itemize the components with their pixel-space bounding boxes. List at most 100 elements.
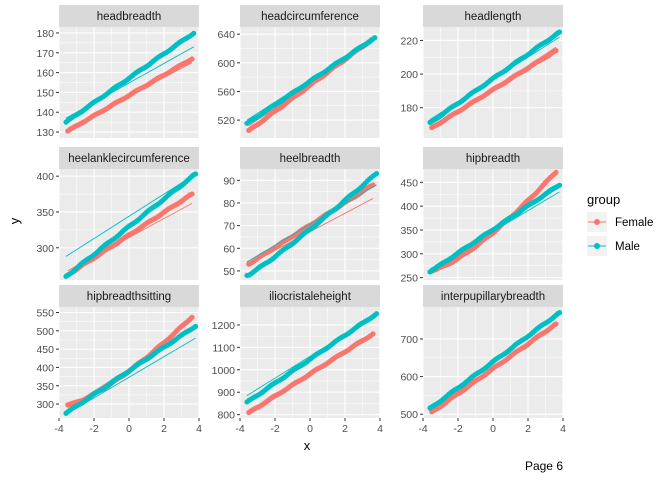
x-axis-title: x	[304, 438, 311, 453]
series-male	[63, 323, 199, 416]
series-male	[63, 171, 199, 279]
y-tick-label: 350	[400, 225, 418, 237]
y-tick-label: 400	[36, 362, 54, 374]
data-point	[373, 311, 380, 317]
y-tick-label: 140	[36, 107, 54, 119]
series-male	[244, 35, 378, 126]
y-axis-title: y	[7, 217, 22, 224]
y-tick-label: 220	[400, 35, 418, 47]
x-tick-label: 2	[161, 423, 167, 435]
panel-iliocristaleheight: iliocristaleheight 800 900 1000 1100 1200 -4 -2…	[212, 285, 383, 435]
panel-heelanklecircumference: heelanklecircumference 300 350 400	[36, 147, 200, 280]
y-tick-label: 250	[400, 273, 418, 285]
legend-label-male: Male	[615, 241, 640, 253]
x-tick-label: 4	[196, 423, 202, 435]
y-tick-label: 70	[223, 221, 235, 233]
x-tick-label: 4	[377, 423, 383, 435]
panel-title: headcircumference	[261, 11, 359, 23]
y-tick-label: 450	[400, 177, 418, 189]
panel-strip	[59, 285, 199, 307]
y-tick-label: 500	[36, 326, 54, 338]
x-tick-label: 0	[307, 423, 313, 435]
panel-title: heelbreadth	[280, 153, 341, 165]
y-tick-label: 300	[36, 243, 54, 255]
x-tick-label: -4	[235, 423, 244, 435]
panel-title: headlength	[465, 11, 522, 23]
series-female	[429, 46, 559, 131]
legend-label-female: Female	[615, 217, 653, 229]
data-point	[189, 314, 195, 320]
legend-item-female: Female	[587, 212, 653, 232]
y-tick-label: 180	[400, 103, 418, 115]
y-tick-label: 180	[36, 28, 54, 40]
data-point	[556, 310, 563, 316]
series-male	[427, 182, 563, 275]
data-point	[553, 47, 559, 54]
panel-strip	[423, 285, 563, 307]
panel-heelbreadth: heelbreadth 50 60 70 80 90	[223, 147, 381, 280]
x-tick-label: -2	[453, 423, 462, 435]
y-tick-label: 160	[36, 68, 54, 80]
y-tick-label: 300	[36, 399, 54, 411]
panel-strip	[240, 285, 380, 307]
legend-key-male-point	[594, 243, 600, 249]
y-tick-label: 50	[223, 266, 235, 278]
y-tick-label: 200	[400, 69, 418, 81]
series-male	[63, 30, 197, 125]
x-tick-label: 2	[342, 423, 348, 435]
data-point	[189, 191, 195, 197]
data-point	[192, 171, 199, 177]
y-tick-label: 300	[400, 249, 418, 261]
y-tick-label: 60	[223, 243, 235, 255]
panel-hipbreadth: hipbreadth 250 300 350 400 450	[400, 147, 564, 285]
y-tick-label: 150	[36, 87, 54, 99]
y-tick-label: 350	[36, 207, 54, 219]
y-tick-label: 600	[400, 372, 418, 384]
y-tick-label: 800	[217, 410, 235, 422]
panel-strip	[240, 5, 380, 27]
data-point	[191, 30, 197, 36]
legend-title: group	[587, 192, 620, 207]
y-tick-label: 560	[217, 86, 235, 98]
panel-title: hipbreadthsitting	[87, 291, 171, 303]
data-point	[370, 331, 376, 337]
panel-strip	[423, 147, 563, 169]
data-point	[189, 56, 195, 62]
series-female	[429, 321, 559, 415]
x-tick-label: -2	[89, 423, 98, 435]
y-tick-label: 400	[36, 171, 54, 183]
x-tick-label: 0	[490, 423, 496, 435]
y-tick-label: 170	[36, 48, 54, 60]
x-tick-label: -4	[418, 423, 427, 435]
panel-title: interpupillarybreadth	[441, 291, 545, 303]
y-tick-label: 1100	[212, 342, 235, 354]
data-point	[553, 169, 559, 176]
x-tick-label: 4	[560, 423, 566, 435]
series-male	[427, 29, 563, 125]
series-male	[244, 171, 380, 279]
y-tick-label: 900	[217, 387, 235, 399]
x-tick-label: -2	[270, 423, 279, 435]
y-tick-label: 450	[36, 344, 54, 356]
panel-headcircumference: headcircumference 520 560 600 640	[217, 5, 381, 138]
data-point	[556, 29, 563, 35]
data-point	[373, 171, 380, 177]
page-number: Page 6	[525, 459, 563, 473]
y-tick-label: 600	[217, 58, 235, 70]
y-tick-label: 400	[400, 201, 418, 213]
panel-strip	[59, 147, 199, 169]
data-point	[372, 35, 378, 41]
y-tick-label: 130	[36, 127, 54, 139]
panel-strip	[240, 147, 380, 169]
panel-title: headbreadth	[97, 11, 162, 23]
legend-item-male: Male	[587, 236, 640, 256]
panel-headbreadth: headbreadth 130 140 150 160 170 180	[36, 5, 200, 139]
y-tick-label: 550	[36, 307, 54, 319]
series-female	[246, 331, 376, 416]
panel-strip	[59, 5, 199, 27]
legend: group Female Male	[587, 192, 653, 256]
panel-interpupillarybreadth: interpupillarybreadth 500 600 700 -4 -2 0 2 4	[400, 285, 566, 435]
qq-reference-line	[246, 184, 377, 263]
y-tick-label: 640	[217, 29, 235, 41]
